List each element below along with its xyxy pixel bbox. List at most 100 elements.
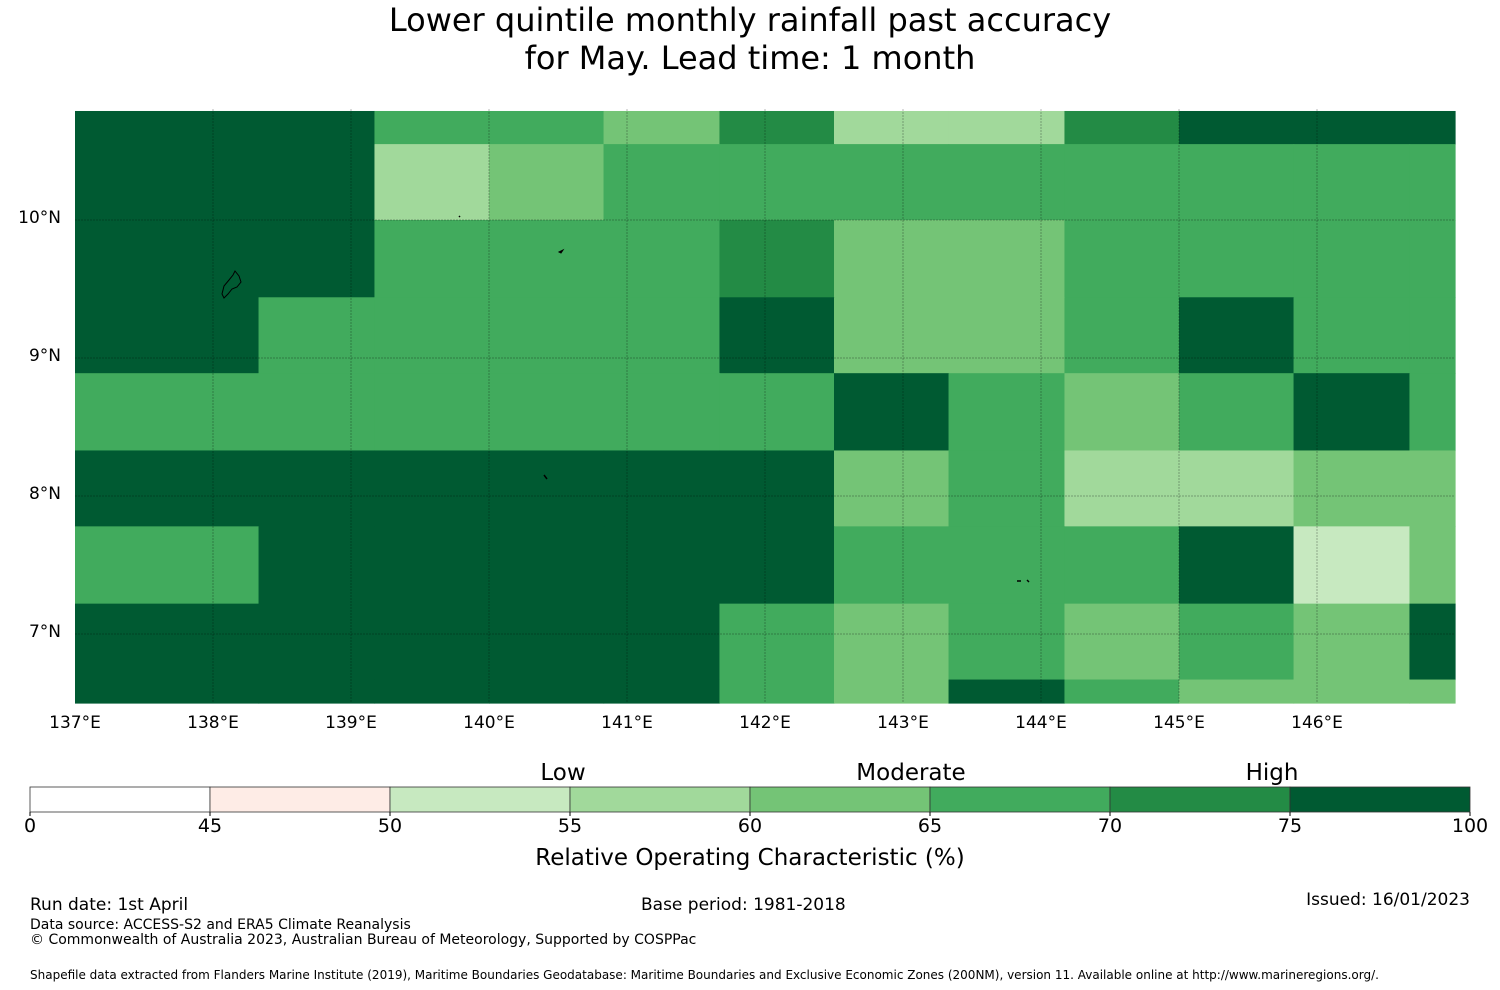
lon-label: 140°E [463, 713, 515, 733]
grid-cell [489, 526, 605, 605]
grid-cell [948, 110, 1066, 145]
island-outline [1017, 579, 1030, 583]
grid-cell [1179, 450, 1295, 527]
colorbar-tick-label: 60 [737, 815, 763, 837]
issued-date: Issued: 16/01/2023 [1306, 890, 1470, 910]
grid-cell [1064, 220, 1180, 298]
grid-cell [1293, 679, 1411, 704]
grid-cell [1179, 603, 1295, 681]
colorbar-swatch [29, 786, 211, 813]
grid-cell [834, 679, 950, 704]
lon-label: 139°E [325, 713, 377, 733]
lat-label: 9°N [28, 346, 61, 366]
grid-cell [258, 220, 376, 298]
lon-label: 144°E [1015, 713, 1067, 733]
island-outline [221, 270, 242, 299]
grid-cell [374, 110, 490, 145]
lon-label: 146°E [1291, 713, 1343, 733]
grid-cell [258, 679, 376, 704]
lon-label: 142°E [739, 713, 791, 733]
grid-cell [719, 144, 835, 221]
colorbar-category-moderate: Moderate [856, 760, 966, 786]
grid-cell [489, 450, 605, 527]
island-outline [543, 474, 548, 480]
grid-cell [374, 526, 490, 605]
grid-cell [1293, 603, 1411, 681]
grid-cell [75, 220, 260, 298]
grid-cell [489, 144, 605, 221]
island-outline [458, 215, 461, 218]
grid-cell [1293, 220, 1411, 298]
grid-cell [834, 110, 950, 145]
grid-cell [603, 144, 721, 221]
lon-label: 137°E [49, 713, 101, 733]
grid-cell [1064, 603, 1180, 681]
grid-cell [948, 220, 1066, 298]
grid-cell [489, 297, 605, 374]
grid-cell [258, 297, 376, 374]
colorbar-tick-label: 55 [557, 815, 583, 837]
grid-cell [258, 603, 376, 681]
copyright: © Commonwealth of Australia 2023, Austra… [30, 932, 697, 948]
lon-label: 138°E [187, 713, 239, 733]
colorbar-tick-label: 50 [377, 815, 403, 837]
grid-cell [719, 526, 835, 605]
colorbar-title: Relative Operating Characteristic (%) [535, 845, 965, 871]
colorbar-tick-label: 70 [1097, 815, 1123, 837]
grid-cell [374, 297, 490, 374]
colorbar-tick-label: 0 [23, 815, 37, 837]
grid-cell [1409, 450, 1456, 527]
grid-cell [719, 110, 835, 145]
island-outlines [221, 215, 1030, 583]
grid-cell [75, 526, 260, 605]
grid-cell [75, 297, 260, 374]
grid-cell [1409, 220, 1456, 298]
grid-cell [603, 220, 721, 298]
colorbar-category-low: Low [540, 760, 586, 786]
grid-cell [834, 526, 950, 605]
grid-cell [948, 144, 1066, 221]
grid-cell [258, 373, 376, 452]
data-source: Data source: ACCESS-S2 and ERA5 Climate … [30, 917, 411, 933]
colorbar-swatch [749, 786, 931, 813]
grid-cell [374, 603, 490, 681]
grid-cell [1064, 144, 1180, 221]
colorbar-swatch [209, 786, 391, 813]
grid-cell [603, 297, 721, 374]
grid-cell [258, 450, 376, 527]
grid-cell [603, 526, 721, 605]
grid-cell [258, 110, 376, 145]
grid-cell [948, 679, 1066, 704]
grid-cell [834, 603, 950, 681]
grid-cell [75, 144, 260, 221]
colorbar-swatch [389, 786, 571, 813]
grid-cell [719, 450, 835, 527]
grid-cell [258, 526, 376, 605]
grid-cell [374, 450, 490, 527]
grid-cell [1409, 373, 1456, 452]
grid-cell [1064, 110, 1180, 145]
graticule [75, 109, 1455, 703]
grid-cell [948, 297, 1066, 374]
grid-cell [834, 220, 950, 298]
base-period: Base period: 1981-2018 [641, 895, 846, 915]
grid-cell [719, 373, 835, 452]
grid-cell [603, 450, 721, 527]
grid-cell [1179, 144, 1295, 221]
grid-cell [948, 373, 1066, 452]
grid-cell [719, 220, 835, 298]
colorbar-category-high: High [1245, 760, 1299, 786]
grid-cell [719, 679, 835, 704]
colorbar-swatch [1289, 786, 1471, 813]
lon-label: 143°E [877, 713, 929, 733]
grid-cell [75, 603, 260, 681]
grid-cell [834, 373, 950, 452]
accuracy-grid [75, 110, 1456, 704]
grid-cell [258, 144, 376, 221]
lat-label: 10°N [18, 208, 61, 228]
run-date: Run date: 1st April [30, 895, 189, 915]
grid-cell [948, 526, 1066, 605]
grid-cell [1064, 679, 1180, 704]
grid-cell [374, 679, 490, 704]
